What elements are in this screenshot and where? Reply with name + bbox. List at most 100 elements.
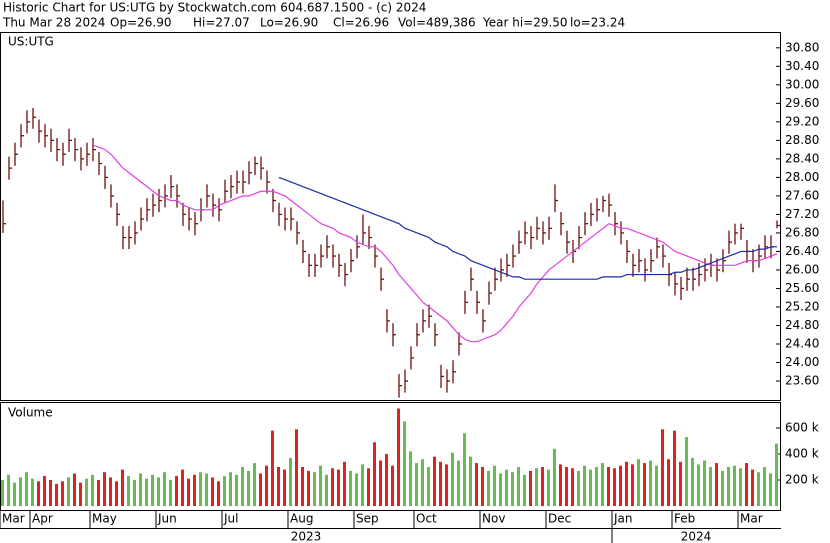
- volume-bar: [589, 469, 592, 506]
- volume-bar: [769, 473, 772, 506]
- volume-bar: [529, 470, 532, 506]
- stat: Lo=26.90: [260, 16, 318, 30]
- x-tick-label: Jun: [157, 512, 177, 526]
- y-tick-label: 26.00: [785, 262, 819, 276]
- volume-bar: [85, 478, 88, 506]
- volume-bar: [607, 467, 610, 506]
- volume-bar: [13, 482, 16, 506]
- volume-bar: [1, 480, 4, 506]
- stat: Thu Mar 28 2024: [2, 16, 105, 30]
- y-tick-label: 23.60: [785, 374, 819, 388]
- volume-bar: [403, 421, 406, 506]
- x-tick-label: Mar: [2, 512, 25, 526]
- volume-bar: [169, 480, 172, 506]
- y-tick-label: 24.80: [785, 318, 819, 332]
- volume-bar: [199, 472, 202, 506]
- y-tick-label: 24.00: [785, 355, 819, 369]
- y-tick-label: 400 k: [785, 447, 819, 461]
- y-tick-label: 25.60: [785, 281, 819, 295]
- volume-bar: [157, 477, 160, 506]
- stat: Op=26.90: [110, 16, 171, 30]
- volume-bar: [499, 473, 502, 506]
- volume-bar: [577, 470, 580, 506]
- volume-bar: [295, 429, 298, 506]
- volume-bar: [37, 481, 40, 506]
- x-tick-label: Feb: [674, 512, 695, 526]
- stat: Cl=26.96: [333, 16, 389, 30]
- volume-bar: [133, 480, 136, 506]
- volume-bar: [217, 481, 220, 506]
- volume-bar: [307, 470, 310, 506]
- volume-bar: [223, 476, 226, 506]
- volume-bar: [451, 452, 454, 506]
- volume-bar: [661, 429, 664, 506]
- y-tick-label: 27.60: [785, 188, 819, 202]
- volume-bar: [349, 470, 352, 506]
- volume-bar: [523, 474, 526, 506]
- volume-bar: [187, 478, 190, 506]
- volume-bar: [553, 448, 556, 506]
- volume-bar: [505, 469, 508, 506]
- volume-bar: [145, 478, 148, 506]
- volume-bar: [127, 476, 130, 506]
- x-tick-label: Nov: [482, 512, 505, 526]
- volume-bar: [433, 456, 436, 506]
- volume-bar: [289, 457, 292, 506]
- volume-bar: [397, 408, 400, 506]
- volume-bar: [673, 430, 676, 506]
- moving-average: [278, 176, 777, 280]
- x-tick-label: Aug: [290, 512, 313, 526]
- y-tick-label: 600 k: [785, 421, 819, 435]
- volume-bar: [391, 465, 394, 506]
- volume-bar: [655, 465, 658, 506]
- y-tick-label: 29.20: [785, 114, 819, 128]
- y-tick-label: 25.20: [785, 299, 819, 313]
- volume-bar: [283, 469, 286, 506]
- volume-bar: [181, 469, 184, 506]
- volume-bar: [67, 477, 70, 506]
- x-tick-label: May: [92, 512, 117, 526]
- volume-bar: [727, 467, 730, 506]
- x-tick-label: Mar: [740, 512, 763, 526]
- volume-bar: [19, 477, 22, 506]
- stat: Vol=489,386: [398, 16, 476, 30]
- x-tick-label: Sep: [356, 512, 379, 526]
- volume-bar: [271, 430, 274, 506]
- x-tick-label: Jan: [613, 512, 633, 526]
- volume-bar: [229, 472, 232, 506]
- volume-bar: [139, 473, 142, 506]
- x-tick-label: Dec: [548, 512, 571, 526]
- y-tick-label: 26.40: [785, 244, 819, 258]
- volume-bar: [31, 478, 34, 506]
- volume-bar: [427, 467, 430, 506]
- volume-bar: [151, 474, 154, 506]
- volume-bar: [709, 467, 712, 506]
- volume-bar: [175, 476, 178, 506]
- volume-bar: [613, 468, 616, 506]
- volume-bar: [649, 460, 652, 506]
- volume-bar: [367, 468, 370, 506]
- volume-bar: [445, 464, 448, 506]
- volume-bar: [115, 481, 118, 506]
- volume-bar: [7, 474, 10, 506]
- volume-bar: [265, 465, 268, 506]
- volume-bar: [193, 474, 196, 506]
- volume-bar: [697, 464, 700, 506]
- year-label: 2023: [291, 530, 322, 543]
- y-tick-label: 28.00: [785, 170, 819, 184]
- y-tick-label: 200 k: [785, 473, 819, 487]
- y-tick-label: 26.80: [785, 225, 819, 239]
- volume-bar: [247, 470, 250, 506]
- symbol-label: US:UTG: [8, 35, 54, 49]
- volume-bar: [595, 467, 598, 506]
- volume-bar: [361, 464, 364, 506]
- volume-bar: [481, 467, 484, 506]
- volume-bar: [739, 468, 742, 506]
- y-tick-label: 24.40: [785, 337, 819, 351]
- volume-bar: [253, 463, 256, 506]
- volume-bar: [469, 456, 472, 506]
- volume-bar: [493, 465, 496, 506]
- volume-bar: [631, 464, 634, 506]
- volume-bar: [319, 465, 322, 506]
- volume-bar: [109, 477, 112, 506]
